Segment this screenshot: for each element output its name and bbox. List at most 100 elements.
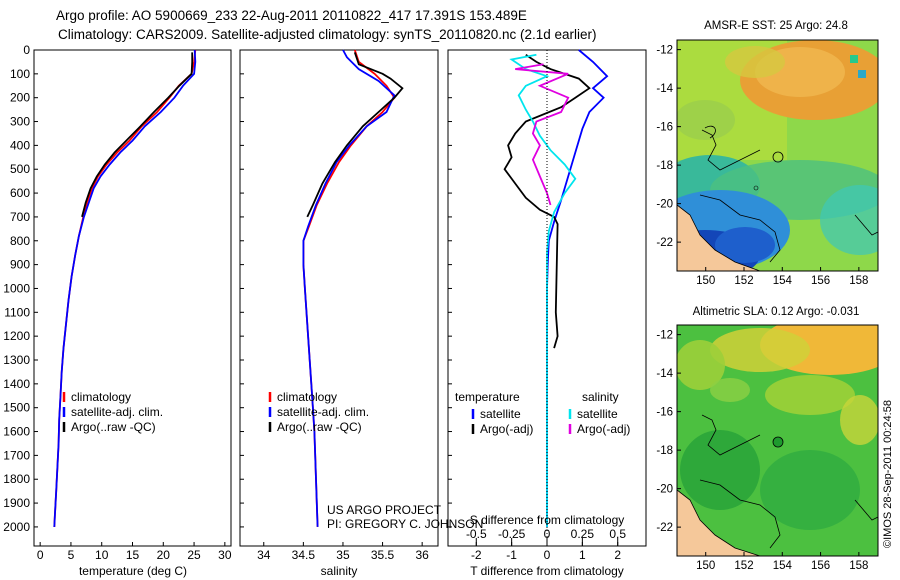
temperature_profile-xtick-label-3: 15 [126,548,140,562]
salinity_profile-xtick-label-3: 35.5 [371,548,395,562]
temperature_profile-ytick-label-16: 1600 [3,425,30,439]
t-difference-xlabel: T difference from climatology [470,564,624,578]
difference_profile-stick-label-0: -0.5 [466,527,487,541]
temperature_profile-ytick-label-6: 600 [10,186,30,200]
difference_profile-series-2 [509,53,577,527]
difference_profile-xtick-label-3: 1 [579,548,586,562]
temperature_profile-xtick-label-5: 25 [187,548,201,562]
salinity_profile-xtick-label-0: 34 [257,548,271,562]
s-difference-xlabel: S difference from climatology [470,513,625,527]
temperature_profile-legend-label-2: Argo(..raw -QC) [71,420,156,434]
sst-map-title: AMSR-E SST: 25 Argo: 24.8 [704,20,848,32]
temperature_profile-xtick-label-1: 5 [68,548,75,562]
sla_map-ytick-label-4: -20 [656,484,673,496]
salinity_profile-xtick-label-1: 34.5 [292,548,316,562]
temperature_profile-ytick-label-9: 900 [10,258,30,272]
sla_map-ytick-label-2: -16 [656,407,673,419]
sla_map-xtick-label-0: 150 [696,560,715,572]
difference_profile-legend-title-1: salinity [582,390,619,404]
temperature_profile-ytick-label-11: 1100 [4,305,30,319]
salinity_profile-series-1 [302,49,396,527]
temperature_profile-ytick-label-3: 300 [10,115,30,129]
climatology-subtitle: Climatology: CARS2009. Satellite-adjuste… [58,27,597,42]
difference_profile-xtick-label-1: -1 [506,548,517,562]
sst_map-ytick-label-2: -16 [656,122,673,134]
sst_map-xtick-label-0: 150 [696,275,715,287]
sla-map-field [677,325,878,556]
difference_profile-series-3 [515,63,570,206]
temperature_profile-ytick-label-4: 400 [10,138,30,152]
sst_map-xtick-label-2: 154 [773,275,793,287]
sla-map-title: Altimetric SLA: 0.12 Argo: -0.031 [693,306,860,318]
temperature_profile-legend-label-1: satellite-adj. clim. [71,405,163,419]
credit-line-1: US ARGO PROJECT [327,503,442,517]
credit-text: US ARGO PROJECT PI: GREGORY C. JOHNSON [327,503,483,531]
salinity_profile-xtick-label-4: 36 [415,548,429,562]
salinity_profile-legend-label-0: climatology [277,390,337,404]
difference_profile-stick-label-3: 0.25 [571,527,595,541]
temperature_profile-ytick-label-8: 800 [10,234,30,248]
difference_profile-stick-label-1: -0.25 [498,527,526,541]
salinity-xlabel: salinity [321,564,358,578]
sst_map-ytick-label-3: -18 [656,160,673,172]
salinity-axes-box [239,49,439,547]
temperature_profile-ytick-label-18: 1800 [3,472,30,486]
difference_profile-legend-label-0-0: satellite [480,407,521,421]
sla-map-frame [676,324,879,557]
sla_map-xtick-label-3: 156 [811,560,830,572]
temperature_profile-ytick-label-19: 1900 [3,496,30,510]
profile-title: Argo profile: AO 5900669_233 22-Aug-2011… [56,8,527,23]
difference_profile-xtick-label-0: -2 [471,548,482,562]
temperature-panel: 0 5 10 15 20 25 300100200300400500600700800900… [3,43,232,578]
temperature_profile-xtick-label-2: 10 [95,548,109,562]
sla_map-ytick-label-5: -22 [656,522,673,534]
temperature_profile-series-2 [81,52,194,218]
sst-map-field [677,40,878,271]
sst_map-ytick-label-0: -12 [656,45,673,57]
temperature_profile-ytick-label-14: 1400 [3,377,30,391]
temperature_profile-ytick-label-20: 2000 [3,520,30,534]
difference_profile-legend-label-1-0: satellite [577,407,618,421]
difference_profile-series-1 [503,54,591,349]
sst_map-ytick-label-5: -22 [656,237,673,249]
sst-map-frame [676,39,879,272]
sla_map-ytick-label-3: -18 [656,445,673,457]
timestamp-credit: ©IMOS 28-Sep-2011 00:24:58 [882,400,894,548]
salinity_profile-xtick-label-2: 35 [336,548,350,562]
temperature_profile-legend-label-0: climatology [71,390,131,404]
sla-map-panel: Altimetric SLA: 0.12 Argo: -0.031 150 152… [656,306,879,572]
difference_profile-legend-label-0-1: Argo(-adj) [480,422,533,436]
sla_map-xtick-label-2: 154 [773,560,793,572]
sla_map-xtick-label-1: 152 [734,560,753,572]
temperature_profile-xtick-label-4: 20 [157,548,171,562]
sla_map-xtick-label-4: 158 [849,560,868,572]
sst_map-ytick-label-1: -14 [656,83,673,95]
temperature_profile-xtick-label-0: 0 [37,548,44,562]
temperature_profile-xtick-label-6: 30 [218,548,232,562]
credit-line-2: PI: GREGORY C. JOHNSON [327,517,483,531]
temperature_profile-ytick-label-7: 700 [10,210,30,224]
temperature_profile-ytick-label-5: 500 [10,162,30,176]
sla_map-ytick-label-0: -12 [656,330,673,342]
sst_map-xtick-label-1: 152 [734,275,753,287]
temperature_profile-ytick-label-1: 100 [10,67,30,81]
temperature_profile-series-1 [53,49,197,527]
difference_profile-legend-label-1-1: Argo(-adj) [577,422,630,436]
temperature_profile-ytick-label-2: 200 [10,91,30,105]
temperature_profile-ytick-label-15: 1500 [3,401,30,415]
sst_map-ytick-label-4: -20 [656,199,673,211]
salinity_profile-series-2 [306,52,404,218]
difference_profile-xtick-label-4: 2 [614,548,621,562]
temperature_profile-ytick-label-12: 1200 [3,329,30,343]
difference_profile-legend-title-0: temperature [455,390,520,404]
sst_map-xtick-label-4: 158 [849,275,868,287]
difference_profile-xtick-label-2: 0 [544,548,551,562]
temperature_profile-ytick-label-0: 0 [23,43,30,57]
salinity-panel: 34 34.5 35 35.5 36 climatologysatellite-adj.… [239,49,439,578]
sla_map-ytick-label-1: -14 [656,368,673,380]
salinity_profile-legend-label-2: Argo(..raw -QC) [277,420,362,434]
sla-argo-marker [772,436,784,448]
temperature_profile-ytick-label-10: 1000 [3,281,30,295]
